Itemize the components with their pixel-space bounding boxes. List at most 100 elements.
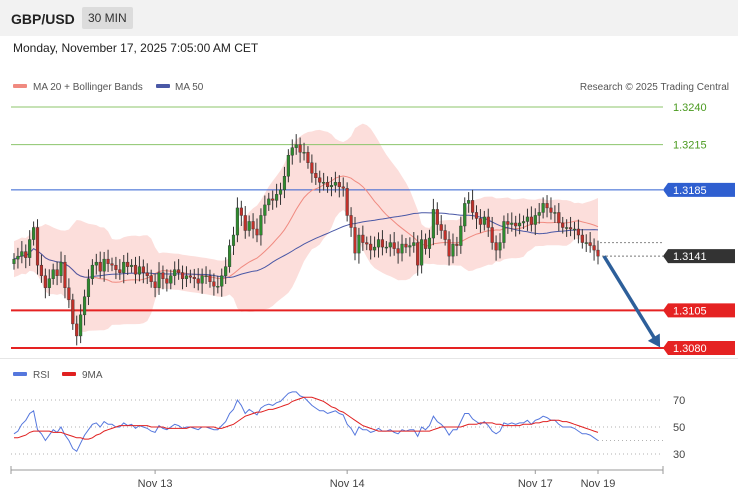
credit-text: Research © 2025 Trading Central xyxy=(580,82,729,93)
candle xyxy=(255,218,259,243)
candle xyxy=(314,162,318,185)
candle xyxy=(572,221,577,240)
candle xyxy=(114,256,118,280)
candle xyxy=(427,229,432,259)
candle xyxy=(67,278,71,309)
candle xyxy=(361,225,365,251)
candle xyxy=(20,241,24,264)
candle xyxy=(337,175,341,198)
candle xyxy=(235,197,239,243)
candle xyxy=(47,269,51,297)
candle xyxy=(518,213,522,235)
candle xyxy=(247,215,251,237)
candle xyxy=(318,170,322,193)
candle xyxy=(431,198,435,246)
candle xyxy=(341,177,345,197)
rsi-legend-swatch xyxy=(13,372,27,376)
candle xyxy=(267,192,271,211)
candle xyxy=(63,254,67,299)
candle xyxy=(306,146,310,169)
candle xyxy=(392,232,396,256)
level-badge-1.3080 xyxy=(663,341,735,355)
candle xyxy=(423,233,428,255)
candle xyxy=(388,234,392,257)
candle xyxy=(231,226,236,255)
candle xyxy=(200,268,204,294)
candle xyxy=(498,233,502,259)
ma50-legend-swatch xyxy=(156,84,170,88)
candle xyxy=(59,251,63,283)
candle xyxy=(365,236,369,251)
candle xyxy=(184,266,189,287)
rsi-tick-30: 30 xyxy=(673,449,685,461)
candle xyxy=(177,259,181,280)
rsi-line xyxy=(13,391,599,453)
candle xyxy=(290,139,294,165)
candle xyxy=(373,236,377,258)
candle xyxy=(102,251,106,282)
candle xyxy=(227,239,232,273)
candle xyxy=(416,235,420,276)
candle xyxy=(384,241,388,254)
ma20-legend-label: MA 20 + Bollinger Bands xyxy=(33,82,143,93)
candle xyxy=(180,265,185,290)
rsi-ma-legend-swatch xyxy=(62,372,76,376)
ma20-legend-swatch xyxy=(13,84,27,88)
candle xyxy=(153,273,157,298)
candle xyxy=(51,263,55,285)
candle xyxy=(521,215,526,230)
candle xyxy=(122,254,126,284)
candle xyxy=(568,216,573,237)
level-badge-1.3141 xyxy=(663,249,735,264)
candle xyxy=(196,268,200,291)
candle xyxy=(90,259,94,285)
candle xyxy=(263,195,267,224)
candle xyxy=(75,315,79,346)
candle xyxy=(353,216,357,261)
candle xyxy=(149,269,153,288)
candle xyxy=(157,262,161,295)
candle xyxy=(553,205,557,223)
level-label-1.3105: 1.3105 xyxy=(673,305,707,317)
candle xyxy=(16,247,20,269)
candle xyxy=(447,231,451,266)
candle xyxy=(322,172,326,191)
candle xyxy=(474,205,479,230)
candle xyxy=(161,265,165,290)
panel-divider xyxy=(0,358,738,359)
candle xyxy=(126,252,130,275)
candle xyxy=(71,293,75,330)
candle xyxy=(439,215,443,239)
level-badge-1.3185 xyxy=(663,182,735,197)
candle xyxy=(580,229,584,249)
candle xyxy=(357,227,361,264)
candle xyxy=(329,177,334,197)
candle xyxy=(463,197,467,233)
candle xyxy=(173,261,177,286)
candle xyxy=(28,230,32,266)
candle xyxy=(467,192,471,213)
candle xyxy=(557,203,561,232)
candle xyxy=(400,234,404,262)
candle xyxy=(545,195,549,218)
level-label-1.3141: 1.3141 xyxy=(673,251,707,263)
candle xyxy=(537,203,541,224)
candle xyxy=(208,269,212,288)
candle xyxy=(471,189,475,220)
candle xyxy=(82,289,87,326)
bollinger-band xyxy=(14,123,598,332)
candle xyxy=(408,237,412,257)
timeframe-badge[interactable]: 30 MIN xyxy=(82,7,133,29)
candle xyxy=(243,206,247,239)
ma20-line xyxy=(13,175,599,283)
candle xyxy=(204,266,208,284)
candle xyxy=(220,268,224,297)
candle xyxy=(55,261,59,286)
candle xyxy=(592,238,596,261)
candle xyxy=(86,269,91,306)
candle xyxy=(169,269,173,290)
candle xyxy=(298,137,302,163)
candle xyxy=(482,210,486,231)
candle xyxy=(79,304,83,344)
